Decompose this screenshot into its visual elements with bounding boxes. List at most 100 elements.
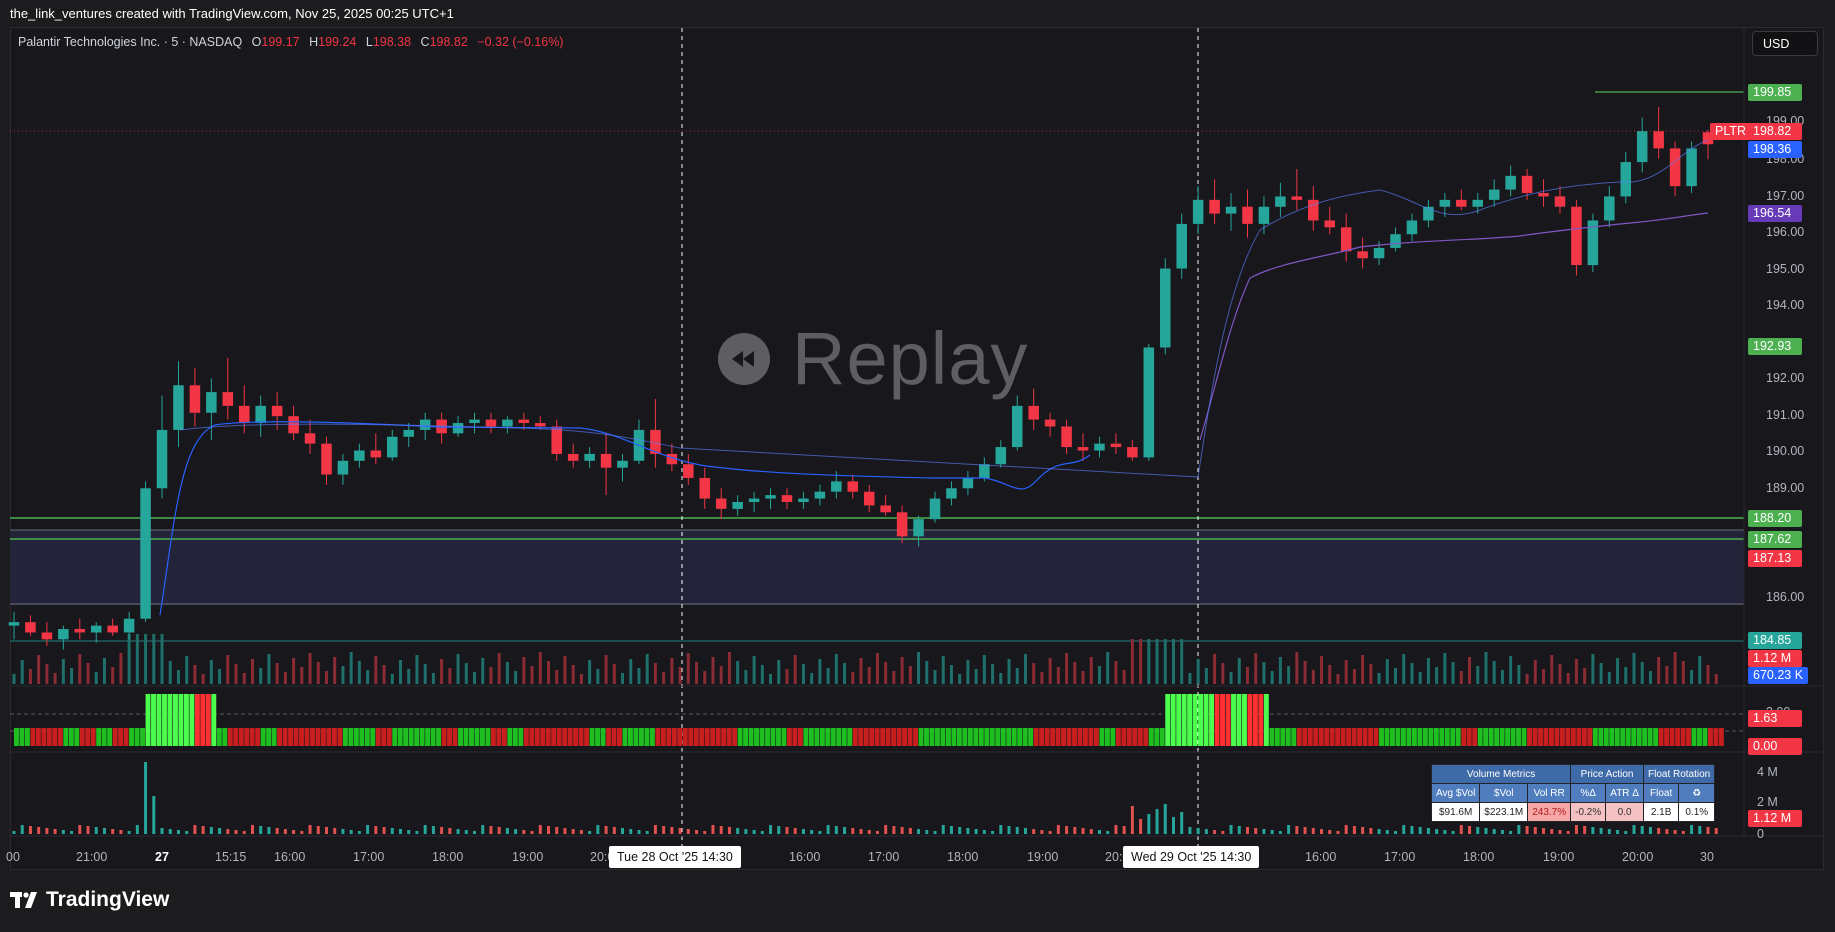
- rvol-cell: [452, 728, 458, 746]
- candle-body: [831, 481, 842, 492]
- rvol-cell: [1505, 728, 1511, 746]
- volume-bar: [407, 669, 411, 684]
- rvol-cell: [951, 728, 957, 746]
- rvol-cell: [1603, 728, 1609, 746]
- highlight-zone: [10, 530, 1744, 605]
- rvol-cell: [501, 728, 507, 746]
- volume-bar: [1451, 662, 1455, 684]
- rvol-cell: [1192, 694, 1198, 746]
- candle-body: [1242, 206, 1253, 224]
- lower-volume-bar: [1097, 830, 1101, 834]
- lower-volume-bar: [925, 830, 929, 834]
- rvol-cell: [1450, 728, 1456, 746]
- rvol-cell: [304, 728, 310, 746]
- lower-volume-bar: [431, 826, 435, 834]
- value-float-rotation: 0.1%: [1678, 802, 1716, 822]
- rvol-cell: [63, 728, 69, 746]
- lower-volume-bar: [1007, 826, 1011, 834]
- rvol-cell: [518, 728, 524, 746]
- volume-bar: [1690, 670, 1694, 684]
- candle-body: [1192, 199, 1204, 224]
- volume-bar: [1336, 674, 1340, 684]
- rvol-cell: [606, 728, 611, 746]
- rvol-cell: [512, 728, 518, 746]
- rvol-cell: [1543, 728, 1549, 746]
- volume-bar: [152, 634, 156, 684]
- rvol-cell: [1154, 728, 1160, 746]
- candle-body: [58, 629, 69, 640]
- volume-bar: [900, 657, 904, 684]
- rvol-cell: [408, 728, 414, 746]
- lower-volume-bar: [226, 829, 230, 834]
- volume-bar: [579, 674, 583, 684]
- volume-bar: [1566, 673, 1570, 684]
- rvol-cell: [940, 728, 946, 746]
- rvol-cell: [545, 728, 551, 746]
- rvol-cell: [1576, 728, 1582, 746]
- volume-bar: [283, 672, 287, 684]
- lower-volume-bar: [974, 829, 978, 834]
- lower-volume-bar: [127, 831, 131, 834]
- volume-bar: [324, 671, 328, 684]
- lower-volume-bar: [1147, 814, 1151, 834]
- volume-bar: [1665, 666, 1669, 684]
- volume-bar: [1180, 639, 1184, 684]
- candle-body: [765, 495, 776, 499]
- tradingview-logo[interactable]: TradingView: [10, 888, 169, 912]
- rvol-cell: [748, 728, 754, 746]
- rvol-cell: [1592, 728, 1598, 746]
- rvol-cell: [469, 728, 474, 746]
- lower-volume-bar: [1188, 827, 1192, 834]
- rvol-cell: [1609, 728, 1615, 746]
- lower-volume-bar: [958, 827, 962, 834]
- price-axis-label: 186.00: [1766, 590, 1805, 604]
- volume-bar: [777, 660, 781, 684]
- rvol-cell: [1137, 728, 1143, 746]
- rvol-cell: [1313, 728, 1319, 746]
- volume-bar: [867, 667, 871, 684]
- volume-bar: [1106, 652, 1110, 684]
- rvol-cell: [1538, 728, 1543, 746]
- rvol-cell: [770, 728, 776, 746]
- candle-body: [1604, 196, 1615, 221]
- symbol-legend[interactable]: Palantir Technologies Inc. · 5 · NASDAQ …: [18, 35, 563, 49]
- volume-bar: [242, 673, 246, 684]
- lower-volume-bar: [283, 829, 287, 834]
- rvol-cell: [677, 728, 683, 746]
- volume-bar: [1476, 666, 1480, 684]
- rvol-cell: [162, 694, 167, 746]
- candle-body: [1357, 251, 1368, 259]
- candle-body: [1308, 199, 1319, 221]
- group-float-rotation: Float Rotation: [1642, 764, 1716, 784]
- lower-volume-bar: [793, 828, 797, 834]
- volume-bar: [1122, 670, 1126, 684]
- lower-volume-bar: [1196, 828, 1200, 834]
- currency-button[interactable]: USD: [1752, 31, 1818, 56]
- rvol-cell: [1472, 728, 1478, 746]
- rvol-cell: [1340, 728, 1346, 746]
- header-pct-change: %Δ: [1570, 783, 1607, 803]
- lower-volume-bar: [366, 825, 370, 834]
- lower-volume-bar: [1509, 831, 1513, 834]
- lower-volume-bar: [78, 825, 82, 834]
- rvol-cell: [847, 728, 853, 746]
- price-tag: 198.36: [1748, 141, 1802, 158]
- volume-bar: [308, 653, 312, 684]
- candle-body: [863, 491, 875, 506]
- rvol-cell: [682, 728, 688, 746]
- rvol-cell: [1379, 728, 1384, 746]
- rvol-cell: [1708, 728, 1713, 746]
- rvol-cell: [918, 728, 924, 746]
- rvol-cell: [935, 728, 940, 746]
- rvol-cell: [1686, 728, 1691, 746]
- volume-bar: [760, 665, 764, 684]
- price-axis-label: 189.00: [1766, 481, 1805, 495]
- rvol-cell: [776, 728, 781, 746]
- time-axis-label: 17:00: [868, 850, 900, 864]
- lower-axis-label: 0: [1757, 827, 1764, 841]
- lower-volume-bar: [1640, 826, 1644, 834]
- rvol-cell: [479, 728, 485, 746]
- rvol-cell: [1077, 728, 1083, 746]
- volume-bar: [1188, 673, 1192, 684]
